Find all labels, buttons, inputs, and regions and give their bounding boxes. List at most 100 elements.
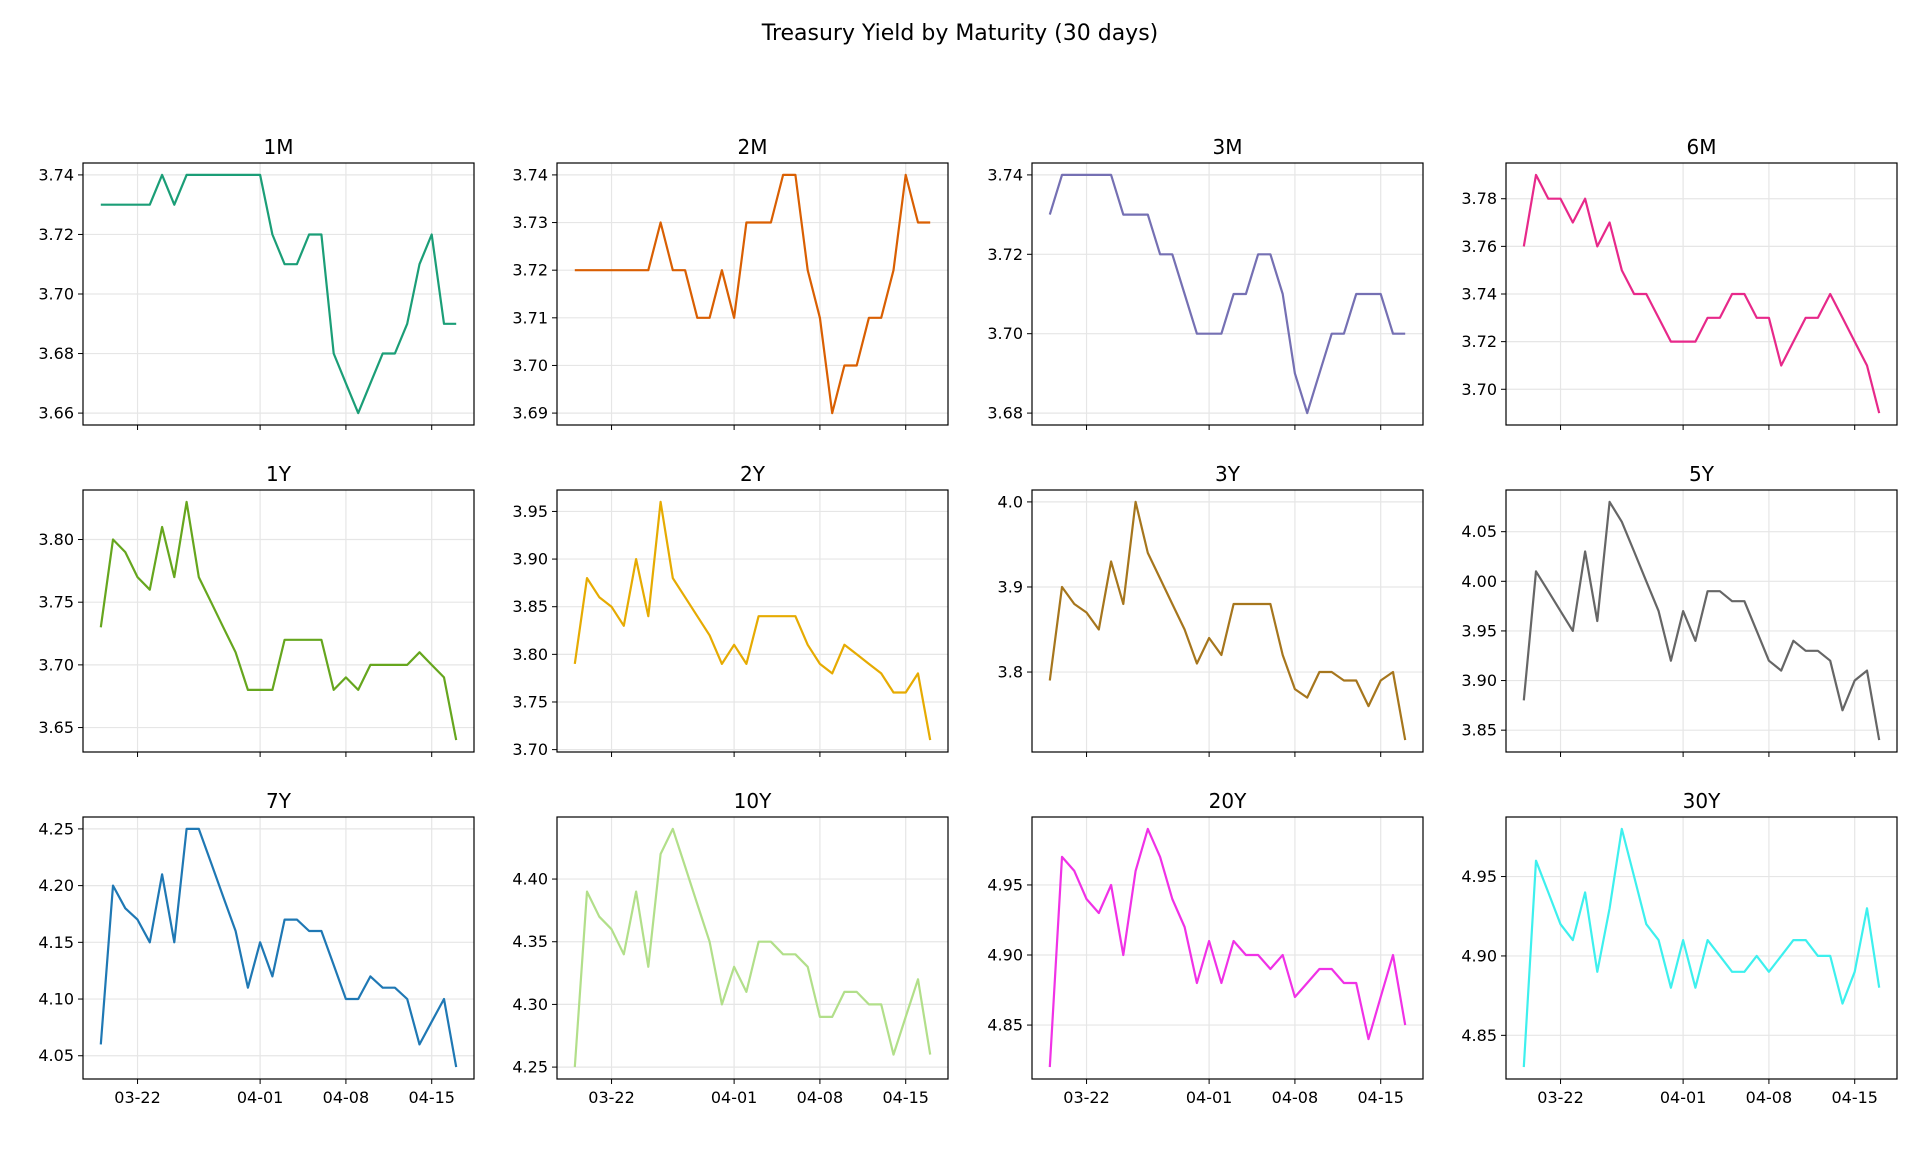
series-line-5Y	[1522, 500, 1881, 741]
x-tick-label: 04-08	[1746, 1088, 1793, 1107]
y-tick-label: 4.20	[38, 876, 74, 895]
y-tick-label: 3.8	[998, 663, 1023, 682]
y-tick-label: 3.90	[512, 550, 548, 569]
subplot-20Y: 4.85 4.90 4.95 03-22 04-01 04-08 04-15 20Y	[987, 789, 1424, 1107]
x-tick-label: 03-22	[1063, 1088, 1110, 1107]
subplot-title: 2Y	[740, 462, 766, 486]
series-line-30Y	[1522, 827, 1881, 1068]
subplot-2M: 3.69 3.70 3.71 3.72 3.73 3.74 2M	[512, 135, 949, 430]
subplot-title: 5Y	[1689, 462, 1715, 486]
y-tick-label: 3.72	[512, 261, 548, 280]
y-tick-label: 4.15	[38, 933, 74, 952]
subplot-3Y: 3.8 3.9 4.0 3Y	[998, 462, 1424, 757]
series-line-6M	[1522, 173, 1881, 414]
x-tick-label: 04-15	[1831, 1088, 1878, 1107]
subplot-2Y: 3.70 3.75 3.80 3.85 3.90 3.95 2Y	[512, 462, 949, 759]
subplot-title: 6M	[1687, 135, 1717, 159]
y-tick-label: 4.30	[512, 995, 548, 1014]
x-tick-label: 04-01	[1660, 1088, 1707, 1107]
x-tick-label: 04-01	[711, 1088, 758, 1107]
y-tick-label: 3.90	[1461, 671, 1497, 690]
y-tick-label: 3.72	[38, 225, 74, 244]
axes-frame	[1031, 162, 1424, 426]
y-tick-label: 3.68	[987, 404, 1023, 423]
axes-frame	[82, 816, 475, 1080]
y-tick-label: 4.25	[512, 1058, 548, 1077]
x-tick-label: 04-15	[1357, 1088, 1404, 1107]
y-tick-label: 4.95	[987, 875, 1023, 894]
y-tick-label: 3.75	[512, 692, 548, 711]
axes-frame	[556, 162, 949, 426]
series-line-3Y	[1048, 500, 1407, 741]
y-tick-label: 3.85	[1461, 721, 1497, 740]
y-tick-label: 4.90	[987, 946, 1023, 965]
y-tick-label: 3.76	[1461, 237, 1497, 256]
subplot-title: 1M	[264, 135, 294, 159]
y-tick-label: 4.25	[38, 819, 74, 838]
x-tick-label: 04-01	[237, 1088, 284, 1107]
y-tick-label: 3.70	[987, 324, 1023, 343]
y-tick-label: 4.90	[1461, 946, 1497, 965]
subplot-5Y: 3.85 3.90 3.95 4.00 4.05 5Y	[1461, 462, 1898, 757]
y-tick-label: 4.00	[1461, 572, 1497, 591]
y-tick-label: 3.74	[987, 165, 1023, 184]
y-tick-label: 4.95	[1461, 867, 1497, 886]
x-tick-label: 04-01	[1186, 1088, 1233, 1107]
series-line-10Y	[573, 827, 932, 1068]
y-tick-label: 3.70	[512, 740, 548, 759]
subplot-title: 1Y	[266, 462, 292, 486]
subplot-title: 7Y	[266, 789, 292, 813]
subplot-title: 2M	[738, 135, 768, 159]
x-tick-label: 04-08	[323, 1088, 370, 1107]
subplot-title: 3Y	[1215, 462, 1241, 486]
y-tick-label: 3.66	[38, 404, 74, 423]
subplot-6M: 3.70 3.72 3.74 3.76 3.78 6M	[1461, 135, 1898, 430]
y-tick-label: 3.95	[512, 502, 548, 521]
subplot-title: 3M	[1213, 135, 1243, 159]
series-line-20Y	[1048, 827, 1407, 1068]
y-tick-label: 4.35	[512, 932, 548, 951]
y-tick-label: 3.72	[1461, 332, 1497, 351]
axes-frame	[82, 162, 475, 426]
subplot-title: 20Y	[1209, 789, 1247, 813]
axes-frame	[1505, 489, 1898, 753]
y-tick-label: 3.73	[512, 213, 548, 232]
axes-frame	[556, 816, 949, 1080]
y-tick-label: 3.74	[38, 165, 74, 184]
subplot-30Y: 4.85 4.90 4.95 03-22 04-01 04-08 04-15 30Y	[1461, 789, 1898, 1107]
axes-frame	[1031, 489, 1424, 753]
y-tick-label: 3.9	[998, 577, 1023, 596]
y-tick-label: 3.72	[987, 245, 1023, 264]
y-tick-label: 3.80	[38, 530, 74, 549]
y-tick-label: 4.0	[998, 492, 1023, 511]
x-tick-label: 04-08	[797, 1088, 844, 1107]
y-tick-label: 4.85	[987, 1016, 1023, 1035]
axes-frame	[556, 489, 949, 753]
series-line-7Y	[99, 827, 458, 1068]
y-tick-label: 3.78	[1461, 189, 1497, 208]
series-line-1M	[100, 173, 457, 415]
series-line-2M	[574, 173, 931, 415]
subplot-1M: 3.66 3.68 3.70 3.72 3.74 1M	[38, 135, 475, 430]
y-tick-label: 4.05	[38, 1046, 74, 1065]
y-tick-label: 4.10	[38, 990, 74, 1009]
y-tick-label: 3.65	[38, 718, 74, 737]
subplot-1Y: 3.65 3.70 3.75 3.80 1Y	[38, 462, 475, 757]
y-tick-label: 3.70	[38, 285, 74, 304]
series-line-2Y	[573, 500, 932, 741]
axes-frame	[82, 489, 475, 753]
y-tick-label: 3.74	[1461, 285, 1497, 304]
series-line-1Y	[99, 500, 458, 741]
subplot-10Y: 4.25 4.30 4.35 4.40 03-22 04-01 04-08 04-15 10Y	[512, 789, 949, 1107]
y-tick-label: 4.85	[1461, 1026, 1497, 1045]
axes-frame	[1505, 162, 1898, 426]
x-tick-label: 04-15	[882, 1088, 929, 1107]
y-tick-label: 3.95	[1461, 621, 1497, 640]
y-tick-label: 4.05	[1461, 522, 1497, 541]
subplot-3M: 3.68 3.70 3.72 3.74 3M	[987, 135, 1424, 430]
axes-frame	[1031, 816, 1424, 1080]
y-tick-label: 3.69	[512, 404, 548, 423]
y-tick-label: 3.70	[38, 655, 74, 674]
y-tick-label: 3.71	[512, 308, 548, 327]
